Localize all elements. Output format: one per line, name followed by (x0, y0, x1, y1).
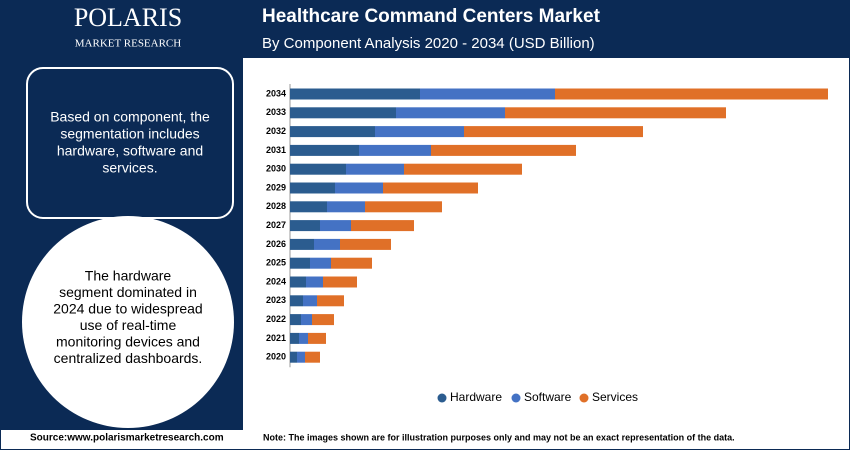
bar-segment (308, 332, 326, 344)
bar-segment (290, 163, 346, 175)
bar-segment (335, 182, 383, 194)
circle (22, 216, 234, 428)
y-tick-label: 2034 (266, 88, 286, 98)
box-text: Based on component, the (50, 109, 210, 125)
y-tick-label: 2032 (266, 126, 286, 136)
y-tick-label: 2028 (266, 201, 286, 211)
y-tick-label: 2030 (266, 164, 286, 174)
circle-text: centralized dashboards. (54, 350, 203, 366)
bar-segment (301, 314, 312, 326)
y-tick-label: 2033 (266, 107, 286, 117)
bar-segment (297, 351, 305, 363)
circle-text: The hardware (85, 268, 172, 284)
legend-label: Hardware (450, 390, 502, 404)
bar-segment (404, 163, 522, 175)
circle-text: monitoring devices and (56, 334, 200, 350)
bar-segment (396, 107, 505, 119)
bar-segment (359, 144, 431, 156)
bar-segment (340, 238, 391, 250)
legend-marker (579, 393, 589, 403)
y-tick-label: 2022 (266, 314, 286, 324)
bar-segment (365, 201, 442, 213)
chart-subtitle: By Component Analysis 2020 - 2034 (USD B… (262, 35, 595, 52)
circle-text: 2024 due to widespread (53, 301, 202, 317)
bar-segment (290, 314, 301, 326)
legend-marker (511, 393, 521, 403)
bar-segment (290, 144, 359, 156)
box-text: segmentation includes (60, 126, 199, 142)
bar-segment (317, 295, 344, 307)
chart-title: Healthcare Command Centers Market (262, 6, 601, 27)
source: Source:www.polarismarketresearch.com (30, 433, 224, 444)
bar-segment (555, 88, 828, 100)
bar-segment (420, 88, 555, 100)
note: Note: The images shown are for illustrat… (263, 432, 735, 442)
bar-segment (290, 351, 297, 363)
y-tick-label: 2027 (266, 220, 286, 230)
bar-segment (303, 295, 317, 307)
y-tick-label: 2026 (266, 239, 286, 249)
bar-segment (331, 257, 372, 269)
legend-label: Software (524, 390, 572, 404)
y-tick-label: 2024 (266, 276, 286, 286)
bar-segment (290, 332, 299, 344)
box-text: services. (102, 160, 157, 176)
circle-text: use of real-time (80, 317, 177, 333)
bar-segment (290, 182, 335, 194)
y-tick-label: 2021 (266, 333, 286, 343)
bar-segment (312, 314, 334, 326)
legend-marker (437, 393, 447, 403)
bar-segment (375, 126, 464, 138)
bar-segment (351, 220, 414, 232)
bar-segment (310, 257, 331, 269)
bar-segment (290, 238, 314, 250)
y-tick-label: 2025 (266, 258, 286, 268)
bar-segment (290, 201, 327, 213)
y-tick-label: 2031 (266, 145, 286, 155)
bar-segment (323, 276, 357, 288)
bar-segment (290, 220, 320, 232)
logo-sub: MARKET RESEARCH (75, 38, 182, 50)
bar-segment (305, 351, 320, 363)
y-tick-label: 2020 (266, 352, 286, 362)
bar-segment (314, 238, 340, 250)
y-tick-label: 2029 (266, 182, 286, 192)
bar-segment (290, 295, 303, 307)
bar-segment (327, 201, 365, 213)
logo: POLARIS (74, 3, 182, 32)
bar-segment (299, 332, 308, 344)
bar-segment (320, 220, 351, 232)
bar-segment (505, 107, 726, 119)
bar-segment (290, 276, 306, 288)
bar-segment (290, 107, 396, 119)
bar-segment (346, 163, 404, 175)
bar-segment (431, 144, 576, 156)
bar-segment (306, 276, 323, 288)
bar-segment (290, 88, 420, 100)
circle-text: segment dominated in (59, 284, 197, 300)
legend-label: Services (592, 390, 638, 404)
bar-segment (290, 257, 310, 269)
bar-segment (290, 126, 375, 138)
box-text: hardware, software and (57, 143, 203, 159)
bar-segment (383, 182, 478, 194)
bar-segment (464, 126, 643, 138)
y-tick-label: 2023 (266, 295, 286, 305)
